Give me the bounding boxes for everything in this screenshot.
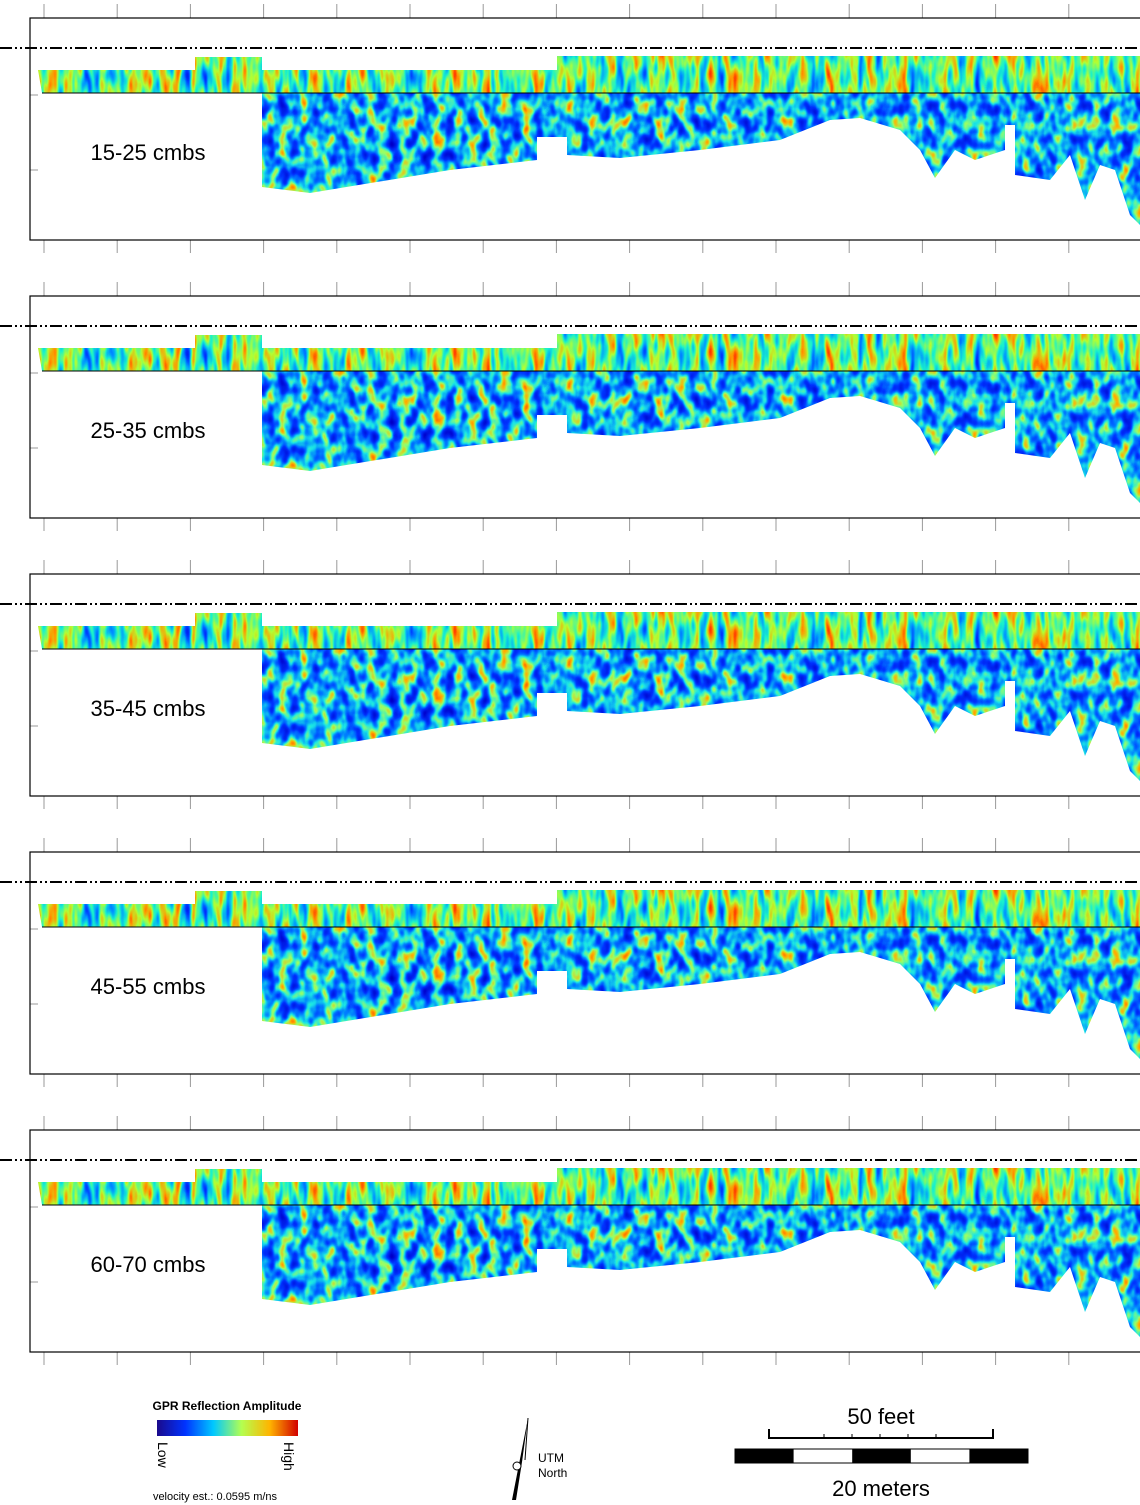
slice-label: 25-35 cmbs — [91, 418, 206, 443]
amplitude-strip — [38, 612, 1140, 649]
amplitude-body — [262, 649, 1140, 781]
amplitude-body — [262, 371, 1140, 503]
arrow — [512, 1418, 528, 1500]
body-clip — [262, 649, 1140, 781]
slice-label: 35-45 cmbs — [91, 696, 206, 721]
amplitude-strip — [38, 890, 1140, 927]
color-bar — [157, 1420, 298, 1436]
amplitude-strip — [38, 56, 1140, 93]
panel-frame — [29, 1129, 1140, 1353]
legend-title: GPR Reflection Amplitude — [153, 1399, 302, 1413]
amplitude-body — [262, 93, 1140, 225]
scale-segment — [969, 1449, 1028, 1463]
amplitude-body — [262, 927, 1140, 1059]
scale-meters: 20 meters — [832, 1476, 930, 1501]
depth-slice: 60-70 cmbs — [0, 1116, 1140, 1365]
depth-slice: 15-25 cmbs — [0, 4, 1140, 253]
legend-high: High — [281, 1442, 297, 1471]
slice-label: 45-55 cmbs — [91, 974, 206, 999]
slice-label: 60-70 cmbs — [91, 1252, 206, 1277]
body-clip — [262, 371, 1140, 503]
scale-segment — [735, 1449, 794, 1463]
legend-low: Low — [155, 1442, 171, 1469]
panel-frame — [29, 851, 1140, 1075]
panel-frame — [29, 17, 1140, 241]
body-clip — [262, 1205, 1140, 1337]
scale-bar: 50 feet 20 meters — [734, 1404, 1029, 1501]
north-line2: North — [538, 1466, 567, 1480]
strip-clip — [38, 1168, 1140, 1205]
panel-frame — [29, 573, 1140, 797]
body-clip — [262, 927, 1140, 1059]
north-arrow: UTM North — [512, 1417, 567, 1500]
depth-slice: 45-55 cmbs — [0, 838, 1140, 1087]
amplitude-strip — [38, 1168, 1140, 1205]
scale-feet: 50 feet — [847, 1404, 914, 1429]
depth-slice: 25-35 cmbs — [0, 282, 1140, 531]
legend: GPR Reflection Amplitude Low High veloci… — [153, 1399, 302, 1503]
panels: 15-25 cmbs 25-35 cmbs 35-45 cmbs 45-55 cmbs… — [0, 4, 1140, 1365]
scale-segment — [852, 1449, 911, 1463]
north-line1: UTM — [538, 1451, 564, 1465]
depth-slice: 35-45 cmbs — [0, 560, 1140, 809]
slice-label: 15-25 cmbs — [91, 140, 206, 165]
strip-clip — [38, 56, 1140, 93]
amplitude-body — [262, 1205, 1140, 1337]
strip-clip — [38, 890, 1140, 927]
panel-frame — [29, 295, 1140, 519]
velocity-note: velocity est.: 0.0595 m/ns — [153, 1491, 278, 1503]
strip-clip — [38, 334, 1140, 371]
strip-clip — [38, 612, 1140, 649]
arrow-pivot — [512, 1461, 522, 1471]
amplitude-strip — [38, 334, 1140, 371]
body-clip — [262, 93, 1140, 225]
